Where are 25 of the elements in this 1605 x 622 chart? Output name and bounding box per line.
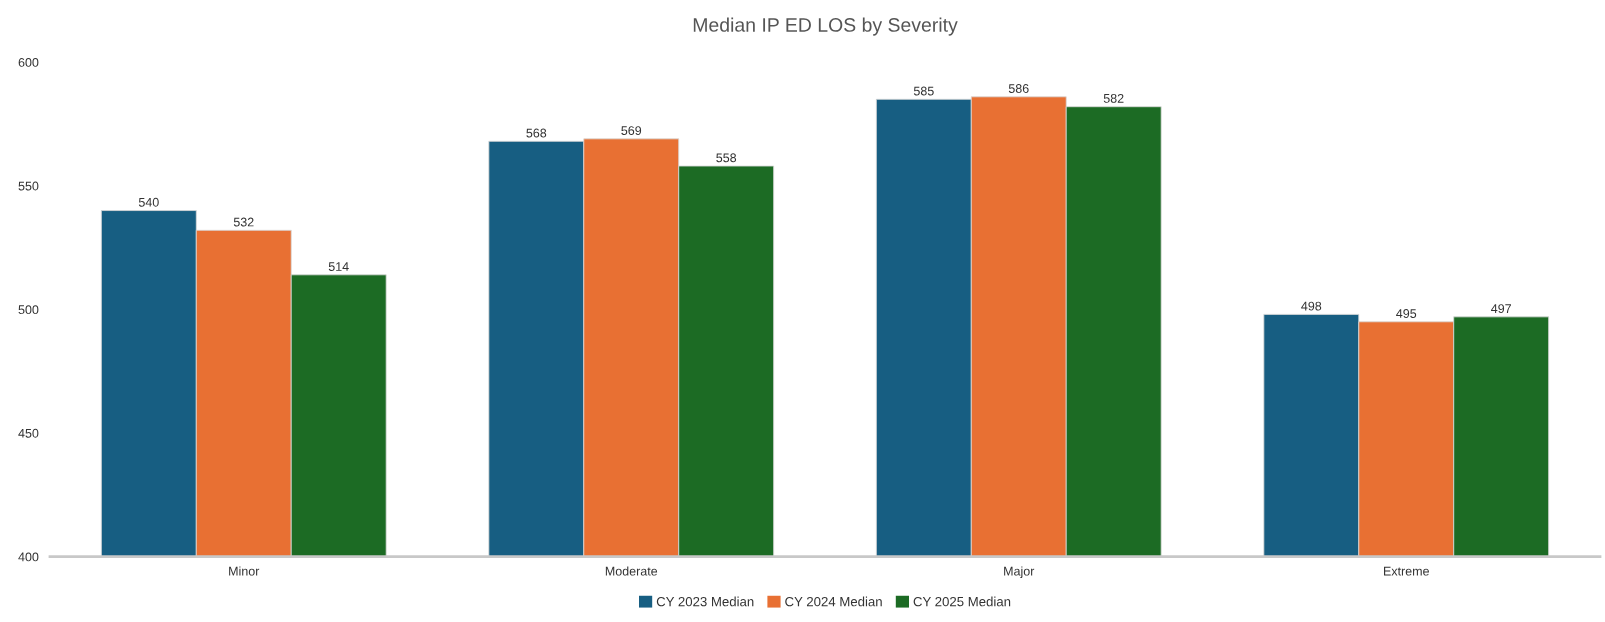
data-label: 540 xyxy=(138,197,159,207)
data-label: 568 xyxy=(526,128,547,138)
y-tick-label: 500 xyxy=(18,305,39,315)
x-tick-label: Moderate xyxy=(605,566,658,576)
data-label: 558 xyxy=(716,153,737,163)
data-label: 569 xyxy=(621,126,642,135)
legend-label: CY 2024 Median xyxy=(785,596,882,607)
y-tick-label: 400 xyxy=(18,552,39,562)
data-label: 532 xyxy=(233,217,254,227)
chart-title: Median IP ED LOS by Severity xyxy=(693,17,958,36)
y-tick-label: 550 xyxy=(18,181,39,191)
y-tick-label: 450 xyxy=(18,428,39,438)
data-label: 585 xyxy=(913,86,934,96)
legend-label: CY 2023 Median xyxy=(656,596,754,607)
data-label: 498 xyxy=(1301,301,1322,311)
x-tick-label: Minor xyxy=(229,566,260,576)
data-label: 582 xyxy=(1103,93,1124,103)
data-label: 514 xyxy=(328,262,349,271)
data-label: 497 xyxy=(1491,304,1511,313)
x-tick-label: Extreme xyxy=(1384,566,1429,576)
data-label: 586 xyxy=(1008,84,1029,93)
y-tick-label: 600 xyxy=(18,58,39,67)
data-label: 495 xyxy=(1396,309,1417,318)
x-tick-label: Major xyxy=(1004,566,1035,579)
legend-label: CY 2025 Median xyxy=(913,596,1011,607)
